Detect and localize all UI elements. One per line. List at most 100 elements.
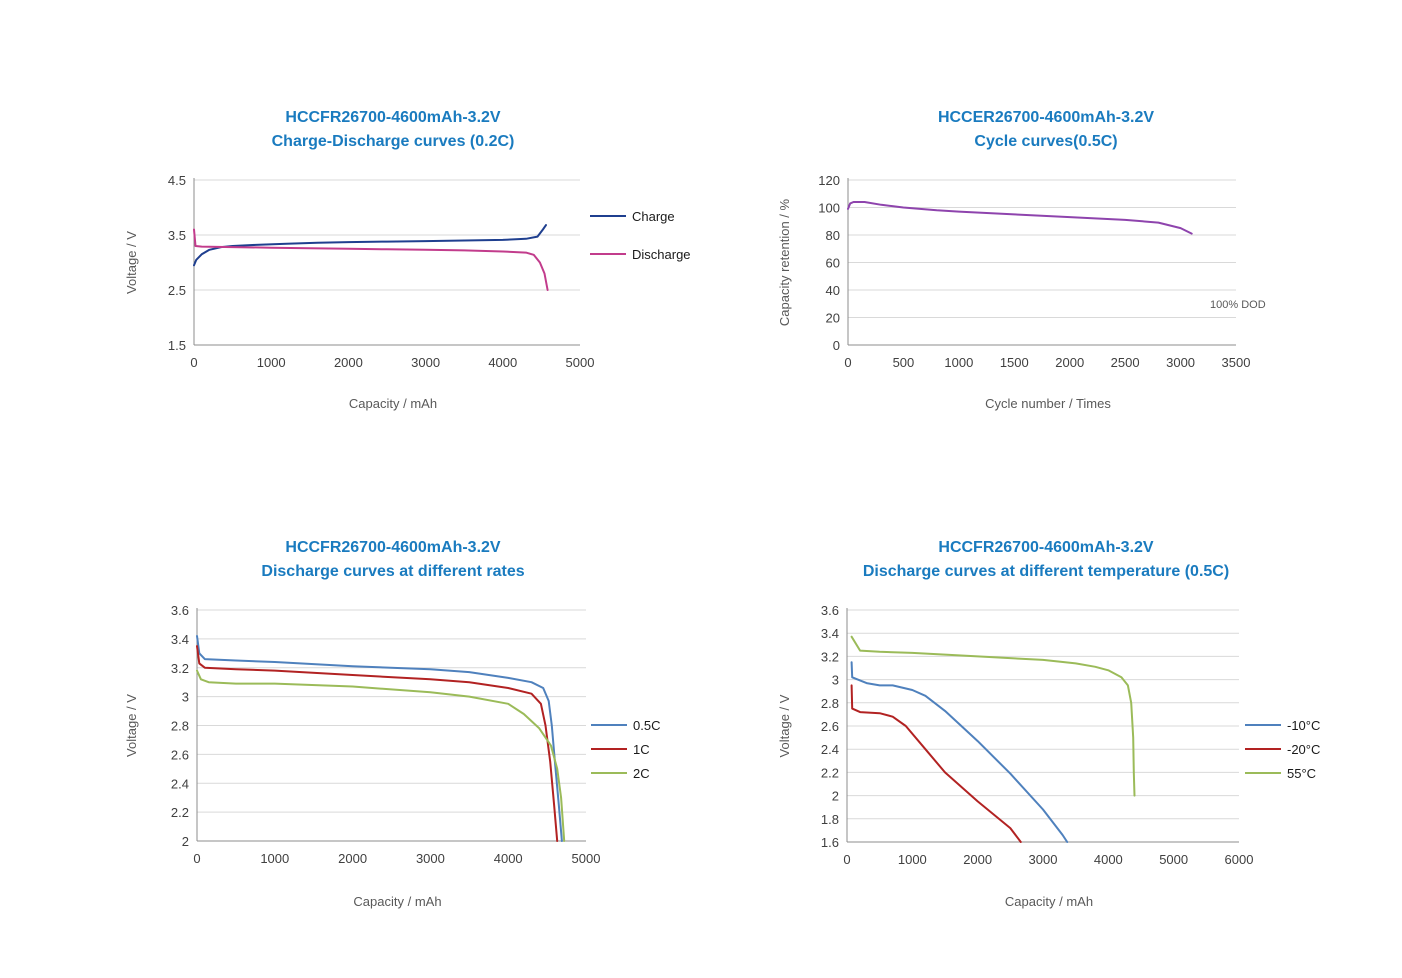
y-tick-label: 120 <box>818 173 840 188</box>
chart-title-line-1: HCCER26700-4600mAh-3.2V <box>937 109 1155 126</box>
y-tick-label: 80 <box>826 228 840 243</box>
y-tick-label: 3.4 <box>171 632 189 647</box>
chart-title: HCCER26700-4600mAh-3.2V Cycle curves(0.5… <box>770 106 1322 154</box>
legend-label: 0.5C <box>633 718 660 733</box>
x-tick-label: 5000 <box>1159 852 1188 867</box>
x-tick-label: 3000 <box>416 851 445 866</box>
x-axis-label: Capacity / mAh <box>349 396 437 411</box>
chart-charge-discharge: HCCFR26700-4600mAh-3.2V Charge-Discharge… <box>110 100 730 430</box>
x-tick-label: 4000 <box>488 355 517 370</box>
x-tick-label: 2000 <box>1055 355 1084 370</box>
x-tick-label: 4000 <box>494 851 523 866</box>
y-tick-label: 2 <box>832 789 839 804</box>
series-line-2c <box>196 669 566 842</box>
series-line-1c <box>196 645 559 842</box>
chart-title: HCCFR26700-4600mAh-3.2V Discharge curves… <box>110 536 676 584</box>
x-axis-label: Cycle number / Times <box>985 396 1111 411</box>
y-tick-label: 3 <box>832 673 839 688</box>
legend-label: Charge <box>632 209 675 224</box>
x-tick-label: 2500 <box>1111 355 1140 370</box>
chart-svg: 1.6 1.8 2 2.2 2.4 2.6 2.8 3 3.2 3.4 3.6 0 1000 2000 30… <box>777 603 1320 909</box>
chart-cycle: HCCER26700-4600mAh-3.2V Cycle curves(0.5… <box>770 100 1330 430</box>
y-tick-label: 3.2 <box>171 661 189 676</box>
y-tick-label: 20 <box>826 311 840 326</box>
chart-svg: 0 20 40 60 80 100 120 0 500 1000 1500 2000 2500 3000 3… <box>777 173 1266 411</box>
chart-title: HCCFR26700-4600mAh-3.2V Discharge curves… <box>770 536 1322 584</box>
x-tick-label: 0 <box>844 355 851 370</box>
chart-title-line-2: Discharge curves at different rates <box>261 563 525 580</box>
x-tick-label: 0 <box>193 851 200 866</box>
chart-title-line-2: Charge-Discharge curves (0.2C) <box>271 133 515 150</box>
y-axis-label: Voltage / V <box>124 231 139 294</box>
legend-label: -20°C <box>1287 742 1320 757</box>
x-tick-label: 2000 <box>963 852 992 867</box>
y-tick-label: 1.8 <box>821 812 839 827</box>
y-tick-label: 3.5 <box>168 228 186 243</box>
annotation-text: 100% DOD <box>1210 299 1266 311</box>
x-tick-label: 1000 <box>260 851 289 866</box>
x-tick-label: 1500 <box>1000 355 1029 370</box>
y-tick-label: 3 <box>182 690 189 705</box>
series-line-charge <box>193 224 547 267</box>
y-tick-label: 2.6 <box>821 719 839 734</box>
chart-title: HCCFR26700-4600mAh-3.2V Charge-Discharge… <box>110 106 676 154</box>
y-tick-label: 2.8 <box>821 696 839 711</box>
y-tick-label: 60 <box>826 256 840 271</box>
chart-title-line-1: HCCFR26700-4600mAh-3.2V <box>285 539 501 556</box>
y-tick-label: 2.6 <box>171 747 189 762</box>
legend-label: Discharge <box>632 247 691 262</box>
y-tick-label: 1.5 <box>168 338 186 353</box>
legend-label: 55°C <box>1287 766 1316 781</box>
x-tick-label: 0 <box>843 852 850 867</box>
legend-label: 2C <box>633 766 650 781</box>
y-tick-label: 2.4 <box>171 776 189 791</box>
y-tick-label: 2 <box>182 834 189 849</box>
y-tick-label: 2.2 <box>821 765 839 780</box>
series-line-0 <box>847 201 1193 235</box>
x-tick-label: 500 <box>893 355 915 370</box>
x-tick-label: 1000 <box>944 355 973 370</box>
x-tick-label: 2000 <box>338 851 367 866</box>
chart-title-line-1: HCCFR26700-4600mAh-3.2V <box>938 539 1154 556</box>
chart-title-line-2: Cycle curves(0.5C) <box>974 133 1118 150</box>
y-tick-label: 3.4 <box>821 626 839 641</box>
y-tick-label: 1.6 <box>821 835 839 850</box>
series-line--20-c <box>850 684 1022 843</box>
y-tick-label: 3.6 <box>821 603 839 618</box>
chart-title-line-1: HCCFR26700-4600mAh-3.2V <box>285 109 501 126</box>
chart-discharge-temperature: HCCFR26700-4600mAh-3.2V Discharge curves… <box>770 530 1330 930</box>
series-line-discharge <box>193 228 549 291</box>
y-tick-label: 40 <box>826 283 840 298</box>
x-tick-label: 0 <box>190 355 197 370</box>
x-tick-label: 3000 <box>1029 852 1058 867</box>
x-tick-label: 4000 <box>1094 852 1123 867</box>
series-line-55-c <box>850 635 1136 797</box>
x-tick-label: 1000 <box>257 355 286 370</box>
chart-title-line-2: Discharge curves at different temperatur… <box>862 563 1230 580</box>
series-line-0-5c <box>196 635 563 842</box>
y-axis-label: Voltage / V <box>777 694 792 757</box>
x-axis-label: Capacity / mAh <box>1005 894 1093 909</box>
y-tick-label: 2.2 <box>171 805 189 820</box>
x-tick-label: 5000 <box>566 355 595 370</box>
series-line--10-c <box>850 661 1069 843</box>
y-axis-label: Capacity retention / % <box>777 198 792 326</box>
x-tick-label: 3500 <box>1222 355 1251 370</box>
y-tick-label: 100 <box>818 201 840 216</box>
x-axis-label: Capacity / mAh <box>353 894 441 909</box>
y-tick-label: 3.6 <box>171 603 189 618</box>
legend-label: 1C <box>633 742 650 757</box>
y-tick-label: 2.8 <box>171 719 189 734</box>
x-tick-label: 3000 <box>411 355 440 370</box>
chart-svg: 2 2.2 2.4 2.6 2.8 3 3.2 3.4 3.6 0 1000 2000 3000 4000… <box>124 603 660 909</box>
x-tick-label: 2000 <box>334 355 363 370</box>
chart-discharge-rates: HCCFR26700-4600mAh-3.2V Discharge curves… <box>110 530 730 930</box>
chart-svg: 1.5 2.5 3.5 4.5 0 1000 2000 3000 4000 5000 Capacit… <box>124 173 691 411</box>
y-tick-label: 0 <box>833 338 840 353</box>
y-tick-label: 2.4 <box>821 742 839 757</box>
x-tick-label: 6000 <box>1225 852 1254 867</box>
legend-label: -10°C <box>1287 718 1320 733</box>
y-axis-label: Voltage / V <box>124 694 139 757</box>
y-tick-label: 3.2 <box>821 649 839 664</box>
x-tick-label: 3000 <box>1166 355 1195 370</box>
